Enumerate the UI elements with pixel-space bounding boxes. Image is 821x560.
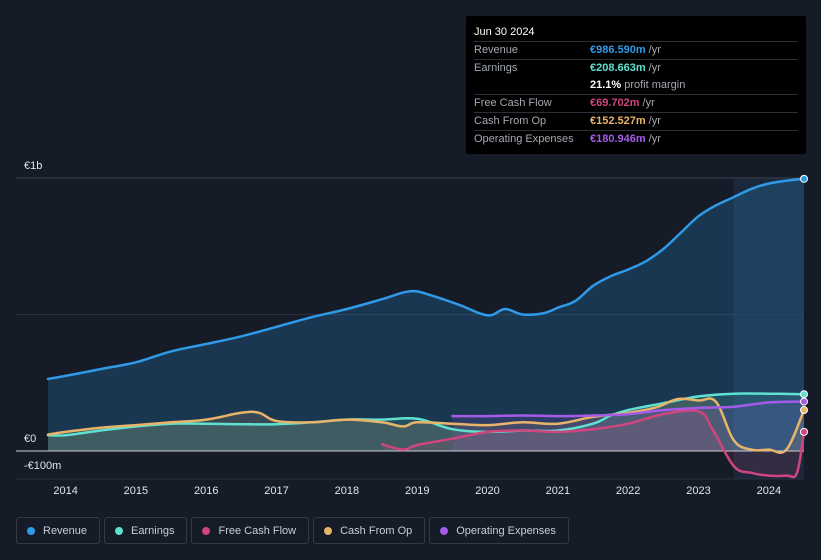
operating-expenses-dot-icon	[440, 526, 449, 535]
tooltip-row-revenue: Revenue €986.590m /yr	[474, 41, 798, 59]
legend-item-revenue[interactable]: Revenue	[16, 517, 101, 544]
earnings-end-marker	[800, 390, 808, 399]
revenue-end-marker	[800, 174, 808, 183]
tooltip-row-operating-expenses: Operating Expenses €180.946m /yr	[474, 130, 798, 148]
data-tooltip: Jun 30 2024 Revenue €986.590m /yr Earnin…	[466, 16, 806, 154]
legend-label: Operating Expenses	[456, 524, 556, 537]
cash_from_op-end-marker	[800, 406, 808, 415]
legend-label: Earnings	[131, 524, 175, 537]
tooltip-value: €180.946m	[590, 133, 646, 145]
tooltip-unit: /yr	[648, 115, 661, 127]
legend-item-operating-expenses[interactable]: Operating Expenses	[429, 517, 569, 544]
x-tick-label: 2022	[615, 485, 641, 497]
tooltip-row-cash-from-op: Cash From Op €152.527m /yr	[474, 112, 798, 130]
tooltip-value: €208.663m	[590, 62, 646, 74]
tooltip-value: 21.1%	[590, 79, 622, 91]
legend-label: Revenue	[43, 524, 88, 537]
x-tick-label: 2015	[123, 485, 149, 497]
tooltip-label: Revenue	[474, 44, 519, 56]
x-tick-label: 2024	[756, 485, 782, 497]
tooltip-unit: profit margin	[624, 79, 686, 91]
tooltip-unit: /yr	[648, 133, 661, 145]
chart-legend: Revenue Earnings Free Cash Flow Cash Fro…	[16, 517, 573, 546]
operating_expenses-area	[452, 401, 804, 451]
tooltip-value: €986.590m	[590, 44, 646, 56]
operating_expenses-end-marker	[800, 397, 808, 406]
tooltip-label	[474, 77, 590, 94]
revenue-line	[46, 177, 806, 381]
tooltip-row-earnings: Earnings €208.663m /yr	[474, 59, 798, 77]
revenue-area	[48, 178, 804, 452]
cash_from_op-area	[48, 398, 804, 453]
tooltip-label: Free Cash Flow	[474, 97, 552, 109]
x-tick-label: 2018	[334, 485, 360, 497]
tooltip-label: Operating Expenses	[474, 133, 574, 145]
free_cash_flow-line	[380, 409, 806, 479]
free-cash-flow-dot-icon	[202, 526, 211, 535]
tooltip-label: Cash From Op	[474, 115, 547, 127]
tooltip-unit: /yr	[648, 62, 661, 74]
tooltip-unit: /yr	[648, 44, 661, 56]
tooltip-date: Jun 30 2024	[474, 26, 535, 38]
x-tick-label: 2020	[475, 485, 500, 497]
y-tick-label-neg100m: -€100m	[24, 460, 62, 472]
legend-item-free-cash-flow[interactable]: Free Cash Flow	[191, 517, 310, 544]
tooltip-unit: /yr	[642, 97, 655, 109]
tooltip-row-profit-margin: 21.1% profit margin	[474, 77, 798, 94]
legend-label: Free Cash Flow	[218, 524, 297, 537]
legend-item-earnings[interactable]: Earnings	[104, 517, 188, 544]
x-tick-label: 2016	[193, 485, 219, 497]
x-tick-label: 2019	[404, 485, 430, 497]
cash-from-op-dot-icon	[324, 526, 333, 535]
operating_expenses-line	[451, 400, 806, 418]
y-tick-label-1b: €1b	[24, 160, 43, 172]
y-tick-label-0: €0	[24, 433, 37, 445]
tooltip-value: €152.527m	[590, 115, 646, 127]
tooltip-label: Earnings	[474, 62, 518, 74]
x-tick-label: 2017	[264, 485, 289, 497]
cash_from_op-line	[46, 397, 806, 455]
x-tick-label: 2023	[686, 485, 711, 497]
highlight-region	[733, 178, 804, 479]
revenue-dot-icon	[27, 526, 35, 535]
free_cash_flow-end-marker	[800, 427, 808, 436]
tooltip-row-free-cash-flow: Free Cash Flow €69.702m /yr	[474, 94, 798, 112]
x-tick-label: 2021	[545, 485, 571, 497]
legend-item-cash-from-op[interactable]: Cash From Op	[313, 517, 426, 544]
x-tick-label: 2014	[53, 485, 78, 497]
tooltip-value: €69.702m	[590, 97, 640, 109]
free_cash_flow-area	[382, 410, 804, 478]
legend-label: Cash From Op	[340, 524, 413, 537]
earnings-dot-icon	[115, 526, 124, 535]
